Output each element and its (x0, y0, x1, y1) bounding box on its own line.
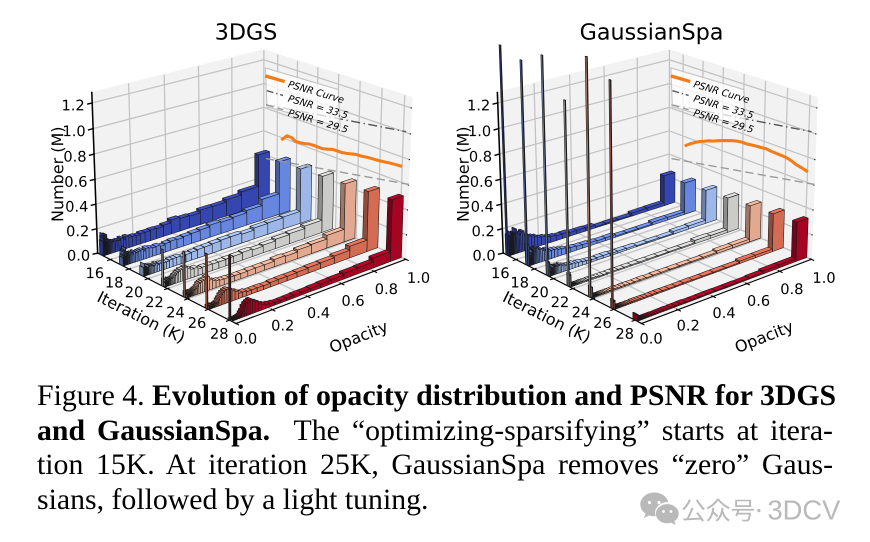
svg-text:3DCV: 3DCV (768, 495, 842, 526)
